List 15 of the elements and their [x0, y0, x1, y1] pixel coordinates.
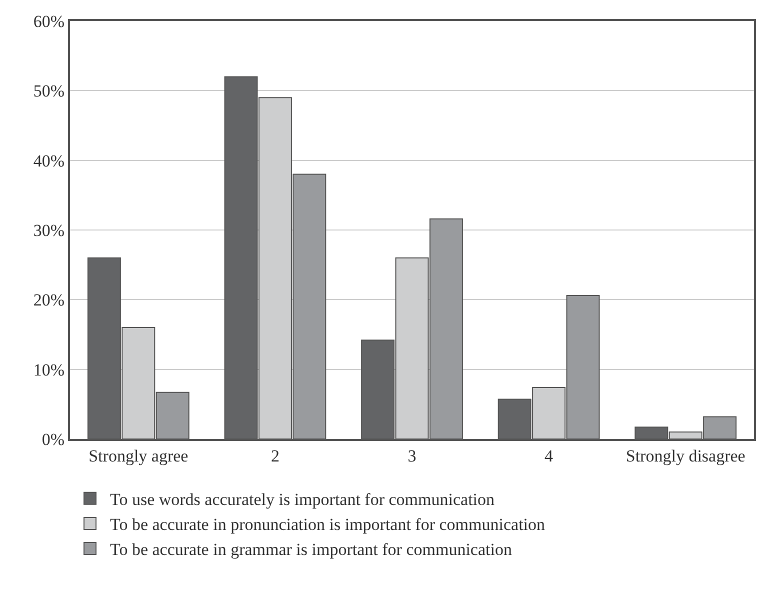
x-tick-label: Strongly agree: [88, 446, 188, 466]
x-tick-label: 4: [544, 446, 554, 466]
y-tick-label: 60%: [33, 12, 65, 31]
x-tick-label: Strongly disagree: [626, 446, 746, 466]
x-tick-label: 3: [408, 446, 416, 466]
y-tick-label: 10%: [33, 360, 65, 380]
legend-label: To be accurate in grammar is important for communication: [110, 540, 512, 560]
legend-label: To use words accurately is important for communication: [110, 490, 496, 509]
x-tick-label: 2: [270, 446, 280, 466]
y-tick-label: 20%: [33, 290, 65, 310]
y-tick-label: 50%: [33, 82, 65, 101]
y-tick-label: 0%: [42, 430, 65, 449]
legend-label: To be accurate in pronunciation is important for communication: [110, 515, 546, 534]
y-tick-label: 40%: [33, 151, 65, 170]
y-tick-label: 30%: [33, 220, 65, 240]
